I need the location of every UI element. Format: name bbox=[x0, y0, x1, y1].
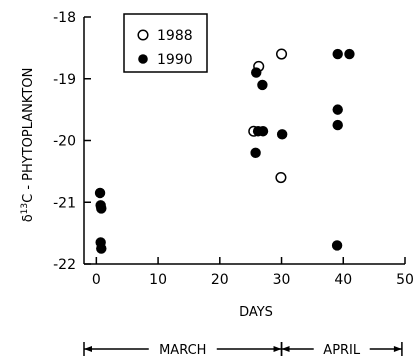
period-arrowhead bbox=[273, 346, 282, 352]
period-arrowhead bbox=[393, 346, 402, 352]
data-point-1988 bbox=[275, 48, 288, 60]
period-label-march: MARCH bbox=[159, 343, 206, 358]
period-arrowhead bbox=[281, 346, 290, 352]
data-point-1990 bbox=[257, 79, 268, 91]
data-point-1990 bbox=[332, 48, 343, 60]
data-point-1990 bbox=[94, 187, 106, 199]
y-axis-label-prefix: δ bbox=[21, 214, 36, 222]
data-point-1990 bbox=[331, 240, 343, 251]
data-point-1990 bbox=[344, 48, 355, 60]
data-point-1990 bbox=[257, 126, 269, 137]
x-axis-label: DAYS bbox=[239, 305, 273, 320]
legend-1988-marker bbox=[137, 29, 149, 41]
x-tick-label: 0 bbox=[92, 272, 101, 288]
x-tick-label: 20 bbox=[211, 272, 229, 288]
y-tick-label: -21 bbox=[53, 195, 76, 211]
x-tick-label: 10 bbox=[149, 272, 167, 288]
data-point-1988 bbox=[275, 172, 287, 184]
y-tick-label: -18 bbox=[53, 10, 76, 26]
data-point-1990 bbox=[276, 129, 288, 140]
period-label-april: APRIL bbox=[323, 343, 361, 358]
y-tick-label: -22 bbox=[53, 257, 76, 273]
period-bar: MARCH APRIL bbox=[83, 342, 403, 358]
period-arrowhead bbox=[84, 346, 92, 352]
y-ticks: -18 -19 -20 -21 -22 bbox=[53, 10, 91, 273]
x-tick-label: 50 bbox=[396, 272, 414, 288]
x-ticks: 0 10 20 30 40 50 bbox=[92, 257, 414, 288]
legend-1990-marker bbox=[138, 54, 148, 64]
legend-1988-label: 1988 bbox=[157, 28, 193, 44]
y-tick-label: -20 bbox=[53, 134, 76, 150]
y-axis-label-superscript: 13 bbox=[20, 203, 30, 214]
data-point-1990 bbox=[251, 67, 262, 78]
data-point-1990 bbox=[96, 203, 107, 214]
data-point-1990 bbox=[96, 243, 107, 254]
data-point-1990 bbox=[332, 119, 343, 131]
legend-box bbox=[123, 13, 208, 73]
legend-1990-label: 1990 bbox=[157, 52, 193, 68]
x-tick-label: 40 bbox=[334, 272, 352, 288]
y-axis-label: δ13C - PHYTOPLANKTON bbox=[20, 68, 36, 223]
data-point-1990 bbox=[332, 104, 343, 115]
y-tick-label: -19 bbox=[53, 72, 76, 88]
data-point-1990 bbox=[250, 147, 261, 159]
legend: 1988 1990 bbox=[123, 13, 208, 73]
data-points bbox=[94, 48, 355, 254]
x-tick-label: 30 bbox=[273, 272, 291, 288]
y-axis-label-suffix: C - PHYTOPLANKTON bbox=[21, 68, 36, 203]
